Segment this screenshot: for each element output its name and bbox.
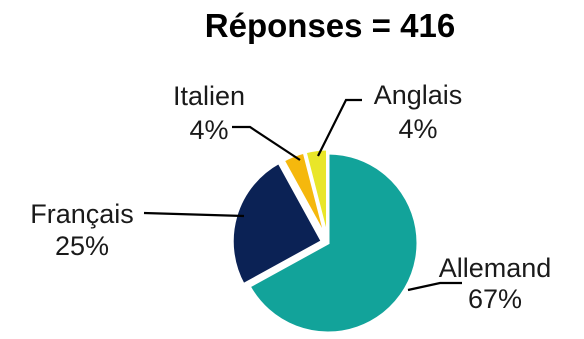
slice-label-italien: Italien xyxy=(173,81,245,111)
leader-line-italien xyxy=(232,125,301,161)
leader-lines xyxy=(143,98,462,292)
pie-slice-allemand xyxy=(247,151,420,335)
pie-slice-anglais xyxy=(303,147,329,240)
slice-label-francais: Français xyxy=(30,199,134,229)
slice-value-francais: 25% xyxy=(55,231,109,261)
leader-line-allemand xyxy=(407,281,462,292)
slice-value-italien: 4% xyxy=(189,115,228,145)
pie-slices xyxy=(230,147,420,335)
leader-line-anglais xyxy=(317,98,362,157)
slice-label-anglais: Anglais xyxy=(374,80,463,110)
chart-title: Réponses = 416 xyxy=(205,7,455,44)
slice-label-allemand: Allemand xyxy=(439,253,552,283)
slice-value-allemand: 67% xyxy=(468,284,522,314)
leader-line-francais xyxy=(143,211,245,218)
slice-value-anglais: 4% xyxy=(398,114,437,144)
